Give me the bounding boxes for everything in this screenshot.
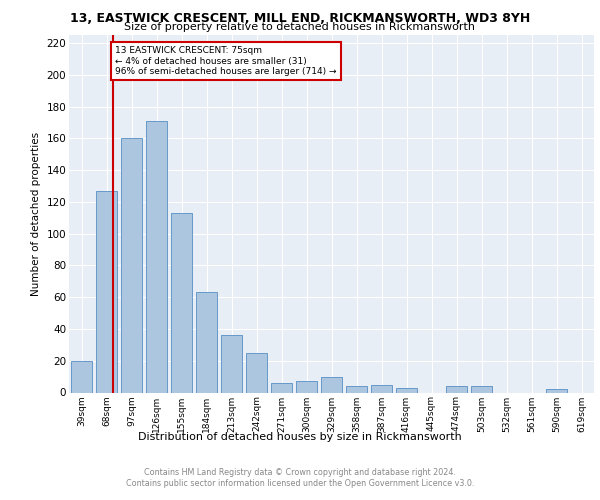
Bar bbox=[471, 386, 492, 392]
Bar bbox=[121, 138, 142, 392]
Bar bbox=[146, 121, 167, 392]
Bar bbox=[321, 376, 342, 392]
Text: Distribution of detached houses by size in Rickmansworth: Distribution of detached houses by size … bbox=[138, 432, 462, 442]
Bar bbox=[346, 386, 367, 392]
Bar bbox=[71, 360, 92, 392]
Bar bbox=[221, 336, 242, 392]
Text: Contains HM Land Registry data © Crown copyright and database right 2024.
Contai: Contains HM Land Registry data © Crown c… bbox=[126, 468, 474, 487]
Bar bbox=[196, 292, 217, 392]
Bar bbox=[96, 190, 117, 392]
Y-axis label: Number of detached properties: Number of detached properties bbox=[31, 132, 41, 296]
Text: Size of property relative to detached houses in Rickmansworth: Size of property relative to detached ho… bbox=[125, 22, 476, 32]
Bar bbox=[371, 384, 392, 392]
Bar bbox=[446, 386, 467, 392]
Bar bbox=[296, 382, 317, 392]
Text: 13, EASTWICK CRESCENT, MILL END, RICKMANSWORTH, WD3 8YH: 13, EASTWICK CRESCENT, MILL END, RICKMAN… bbox=[70, 12, 530, 24]
Bar bbox=[546, 390, 567, 392]
Bar bbox=[396, 388, 417, 392]
Text: 13 EASTWICK CRESCENT: 75sqm
← 4% of detached houses are smaller (31)
96% of semi: 13 EASTWICK CRESCENT: 75sqm ← 4% of deta… bbox=[115, 46, 337, 76]
Bar bbox=[171, 213, 192, 392]
Bar bbox=[246, 353, 267, 393]
Bar bbox=[271, 383, 292, 392]
